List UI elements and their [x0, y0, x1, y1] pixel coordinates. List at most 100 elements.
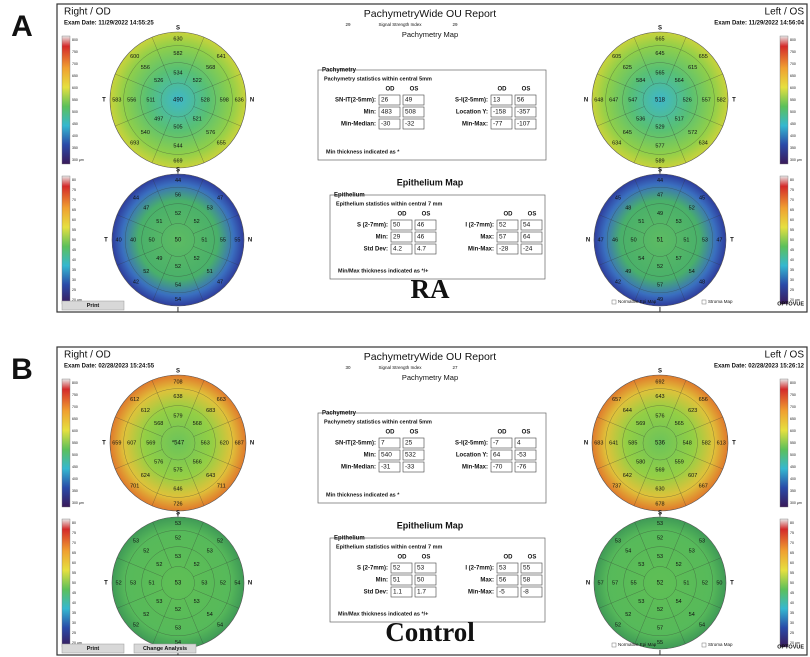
map-value: 52	[175, 607, 181, 613]
scale-label: 75	[790, 531, 794, 535]
map-center-value: 53	[175, 581, 182, 587]
map-value: 656	[699, 397, 708, 403]
map-value: 52	[676, 562, 682, 568]
stats-note: Min thickness indicated as *	[326, 149, 400, 155]
orientation: N	[586, 581, 590, 587]
map-center-value: 490	[173, 98, 184, 104]
map-value: 53	[156, 599, 162, 605]
map-value: 53	[657, 554, 663, 560]
scale-label: 400	[72, 134, 78, 138]
stats-value: 508	[405, 109, 416, 116]
stats-value: 64	[493, 452, 501, 459]
scale-label: 30	[72, 278, 76, 282]
map-value: 585	[628, 440, 637, 446]
orientation: N	[250, 98, 254, 104]
stats-label: Min:	[376, 578, 388, 584]
scale-label: 800	[72, 381, 78, 385]
map-value: 536	[636, 117, 645, 123]
scale-label: 35	[72, 611, 76, 615]
map-value: 52	[194, 219, 200, 225]
orientation: T	[104, 581, 108, 587]
scale-label: 700	[790, 405, 796, 409]
stats-value: -8	[523, 589, 529, 596]
map-value: 540	[141, 130, 150, 136]
map-title: Pachymetry Map	[402, 373, 458, 382]
scale-label: 750	[72, 50, 78, 54]
map-value: 683	[206, 408, 215, 414]
map-value: 638	[173, 394, 182, 400]
checkbox[interactable]	[702, 643, 706, 647]
scale-label: 45	[72, 248, 76, 252]
orientation: T	[730, 238, 734, 244]
stats-label: S (2-7mm):	[357, 223, 388, 229]
scale-label: 60	[72, 561, 76, 565]
map-value: 50	[631, 237, 637, 243]
map-value: 52	[702, 580, 708, 586]
scale-label: 55	[72, 571, 76, 575]
map-value: 612	[141, 408, 150, 414]
scale-label: 55	[790, 228, 794, 232]
map-value: 583	[112, 97, 121, 103]
map-value: 53	[699, 538, 705, 544]
map-value: 51	[156, 219, 162, 225]
map-value: 701	[130, 484, 139, 490]
map-value: 52	[194, 562, 200, 568]
button-label: Print	[87, 303, 100, 309]
stats-label: Std Dev:	[364, 247, 388, 253]
scale-label: 35	[790, 268, 794, 272]
stats-value: -32	[405, 121, 415, 128]
orientation: T	[104, 238, 108, 244]
map-value: 52	[625, 612, 631, 618]
stats-value: -357	[517, 109, 530, 116]
map-value: 589	[655, 159, 664, 165]
map-value: 53	[638, 562, 644, 568]
scale-label: 75	[72, 531, 76, 535]
map-value: 600	[130, 54, 139, 60]
stats-col-header: OS	[522, 430, 531, 436]
scale-label: 40	[72, 601, 76, 605]
checkbox[interactable]	[702, 300, 706, 304]
orientation: S	[658, 168, 662, 174]
ssi-label: Signal Strength Index	[378, 22, 422, 27]
stats-value: 4	[517, 440, 521, 447]
panel-letter: B	[11, 353, 33, 386]
map-value: 49	[657, 297, 663, 303]
map-value: 54	[689, 269, 695, 275]
scale-label: 300 µm	[72, 501, 84, 505]
stats-value: 1.7	[417, 589, 426, 596]
scale-label: 750	[72, 393, 78, 397]
ssi-value: 27	[452, 365, 458, 370]
scale-label: 65	[72, 208, 76, 212]
checkbox[interactable]	[612, 300, 616, 304]
stats-value: 53	[499, 565, 507, 572]
stats-col-header: OS	[410, 87, 419, 93]
map-value: 620	[220, 440, 229, 446]
map-value: 51	[149, 580, 155, 586]
color-bar	[62, 36, 70, 164]
stats-col-header: OS	[522, 87, 531, 93]
stats-value: -53	[517, 452, 527, 459]
map-value: 53	[702, 237, 708, 243]
map-value: 726	[173, 502, 182, 508]
eye-label: Left / OS	[765, 350, 805, 361]
scale-label: 55	[72, 228, 76, 232]
caption: Control	[385, 617, 475, 647]
stats-value: 56	[499, 577, 507, 584]
stats-col-header: OD	[498, 87, 508, 93]
scale-label: 35	[72, 268, 76, 272]
stats-label: Std Dev:	[364, 590, 388, 596]
eye-label: Right / OD	[64, 7, 111, 18]
map-value: 46	[612, 237, 618, 243]
caption: RA	[411, 274, 450, 304]
scale-label: 500	[72, 453, 78, 457]
orientation: N	[248, 238, 252, 244]
map-value: 51	[683, 580, 689, 586]
stats-value: -158	[493, 109, 506, 116]
orientation: S	[176, 511, 180, 517]
scale-label: 450	[790, 122, 796, 126]
map-value: 49	[156, 256, 162, 262]
orientation: S	[176, 26, 180, 32]
stats-value: 57	[499, 234, 507, 241]
map-value: 53	[676, 219, 682, 225]
checkbox[interactable]	[612, 643, 616, 647]
